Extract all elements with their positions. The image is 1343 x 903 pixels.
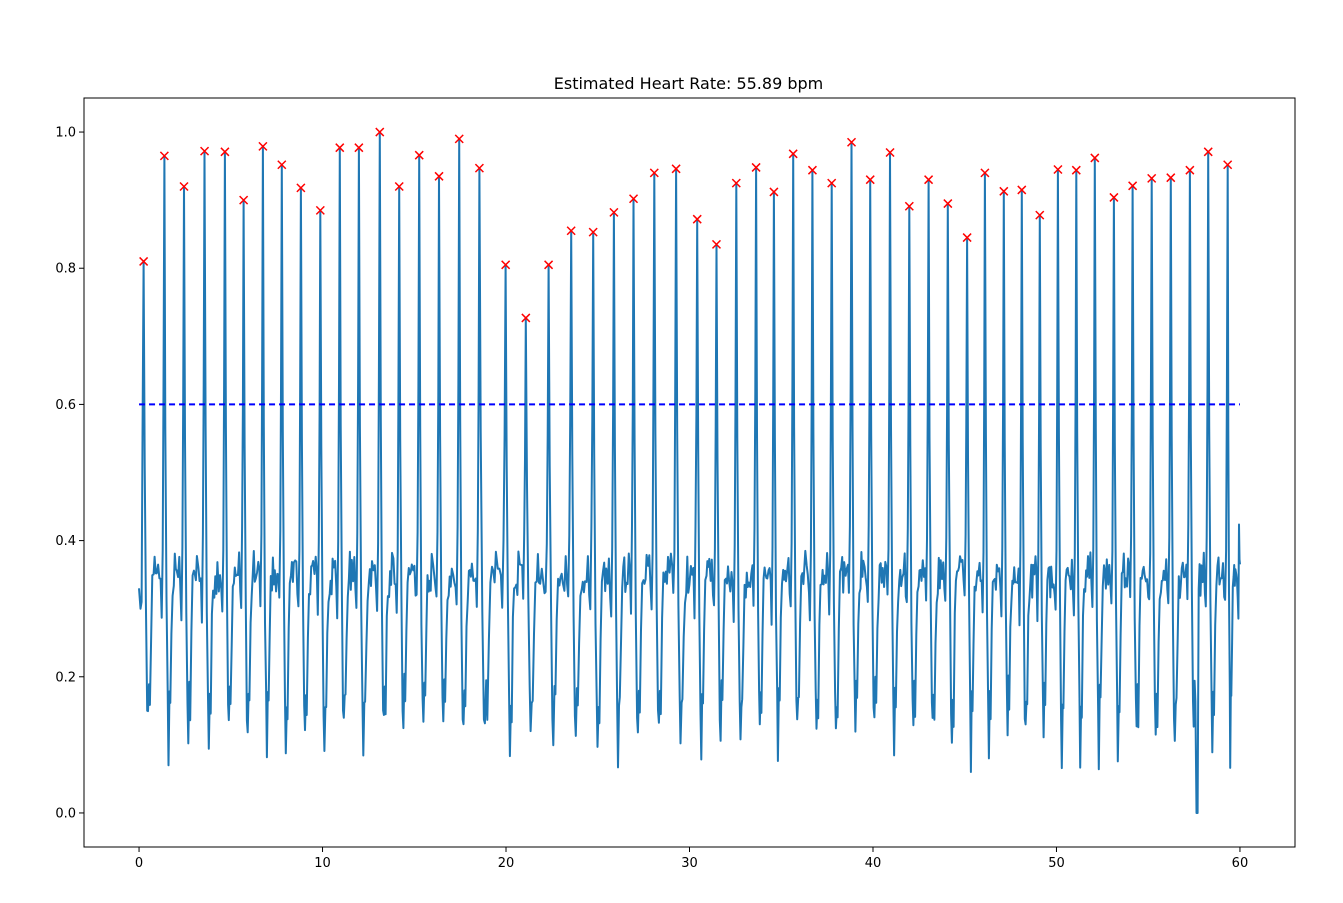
peak-marker bbox=[885, 147, 895, 158]
peak-marker bbox=[1128, 181, 1138, 191]
peak-marker bbox=[1109, 192, 1119, 202]
x-tick-label: 10 bbox=[314, 856, 331, 871]
peak-marker bbox=[394, 181, 404, 192]
peak-marker bbox=[434, 171, 444, 181]
chart-title: Estimated Heart Rate: 55.89 bpm bbox=[554, 74, 823, 93]
x-tick-label: 40 bbox=[865, 856, 882, 871]
peak-marker bbox=[788, 149, 798, 159]
peak-marker bbox=[962, 233, 972, 243]
peak-marker bbox=[179, 181, 189, 192]
peak-marker bbox=[609, 207, 619, 217]
peak-marker bbox=[335, 143, 345, 153]
peak-marker bbox=[1090, 153, 1100, 163]
peak-marker bbox=[375, 127, 385, 137]
x-tick-label: 30 bbox=[681, 856, 698, 871]
peak-marker bbox=[751, 162, 761, 172]
peak-markers bbox=[139, 127, 1233, 323]
y-tick-label: 0.0 bbox=[55, 806, 76, 821]
peak-marker bbox=[731, 178, 741, 188]
x-tick-label: 50 bbox=[1048, 856, 1065, 871]
peak-marker bbox=[588, 227, 598, 237]
peak-marker bbox=[924, 175, 934, 185]
x-axis-ticks: 0 10 20 30 40 50 60 bbox=[135, 847, 1248, 871]
y-tick-label: 0.4 bbox=[55, 534, 76, 549]
peak-marker bbox=[999, 186, 1009, 196]
peak-marker bbox=[414, 150, 424, 160]
peak-marker bbox=[354, 143, 364, 153]
peak-marker bbox=[904, 201, 914, 211]
ppg-signal-line bbox=[138, 131, 1241, 814]
peak-marker bbox=[454, 134, 464, 144]
x-tick-label: 20 bbox=[498, 856, 515, 871]
peak-marker bbox=[315, 205, 325, 215]
peak-marker bbox=[943, 199, 953, 209]
peak-marker bbox=[220, 147, 230, 157]
peak-marker bbox=[629, 194, 639, 204]
peak-marker bbox=[649, 168, 659, 178]
peak-marker bbox=[239, 195, 249, 205]
y-axis-ticks: 0.0 0.2 0.4 0.6 0.8 1.0 bbox=[55, 126, 84, 821]
peak-marker bbox=[474, 163, 484, 173]
peak-marker bbox=[1035, 210, 1045, 220]
peak-marker bbox=[1017, 185, 1027, 195]
peak-marker bbox=[807, 165, 817, 175]
peak-marker bbox=[501, 260, 511, 270]
peak-marker bbox=[1185, 165, 1195, 175]
y-tick-label: 0.6 bbox=[55, 398, 76, 413]
peak-marker bbox=[980, 168, 990, 178]
peak-marker bbox=[711, 239, 722, 249]
peak-marker bbox=[200, 146, 210, 156]
x-tick-label: 60 bbox=[1232, 856, 1249, 871]
plot-area-frame bbox=[83, 97, 1296, 848]
peak-marker bbox=[1166, 173, 1176, 183]
peak-marker bbox=[865, 175, 875, 185]
peak-marker bbox=[1147, 173, 1157, 183]
peak-marker bbox=[139, 256, 149, 266]
peak-marker bbox=[1053, 164, 1063, 175]
peak-marker bbox=[258, 141, 268, 151]
peak-marker bbox=[159, 151, 169, 161]
peak-marker bbox=[277, 160, 287, 170]
peak-marker bbox=[692, 214, 702, 224]
peak-marker bbox=[1223, 160, 1233, 170]
peak-marker bbox=[1071, 165, 1081, 175]
peak-marker bbox=[544, 260, 554, 270]
peak-marker bbox=[769, 187, 779, 197]
y-tick-label: 0.2 bbox=[55, 670, 76, 685]
peak-marker bbox=[1203, 147, 1213, 157]
y-tick-label: 1.0 bbox=[55, 126, 76, 141]
peak-marker bbox=[671, 164, 681, 174]
peak-marker bbox=[296, 183, 306, 193]
y-tick-label: 0.8 bbox=[55, 262, 76, 277]
peak-marker bbox=[846, 137, 857, 147]
peak-marker bbox=[521, 313, 531, 323]
peak-marker bbox=[827, 178, 837, 188]
peak-marker bbox=[566, 226, 576, 236]
x-tick-label: 0 bbox=[135, 856, 143, 871]
